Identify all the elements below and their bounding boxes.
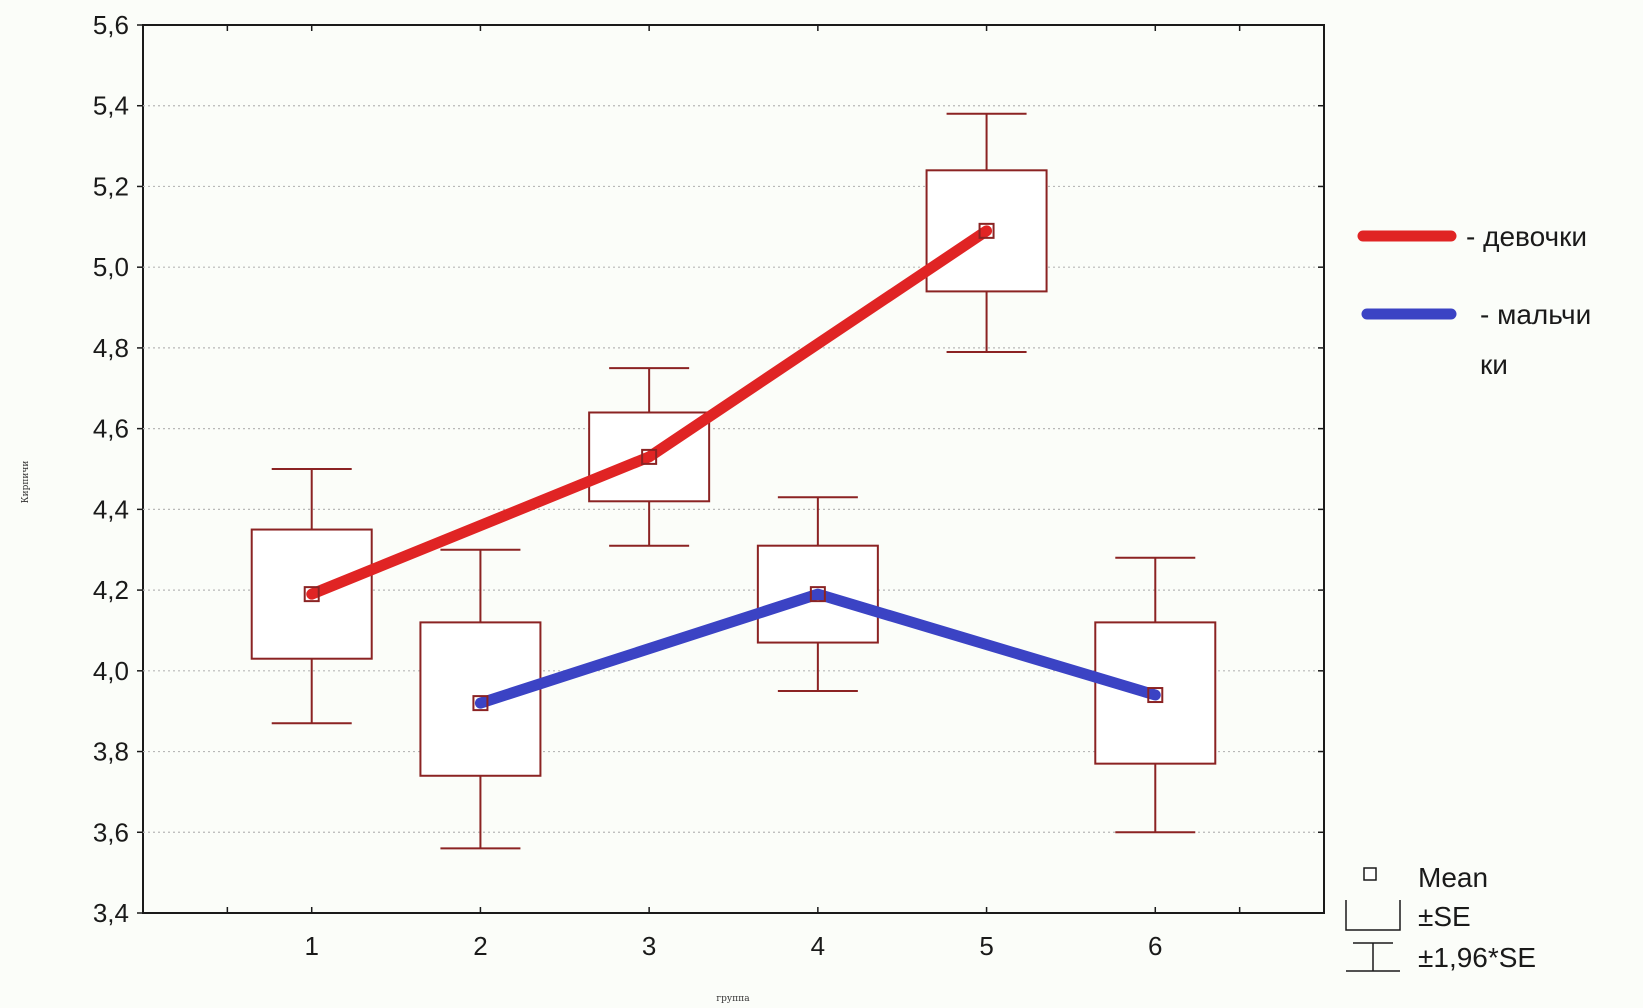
y-tick-label: 3,4 — [93, 898, 129, 928]
y-tick-label: 5,6 — [93, 10, 129, 40]
x-tick-label: 6 — [1148, 931, 1162, 961]
x-tick-label: 2 — [473, 931, 487, 961]
key-mean-label: Mean — [1418, 862, 1488, 893]
grid-lines — [143, 105, 1324, 833]
x-axis-title: группа — [716, 994, 750, 1004]
y-axis-title: Кирпичи — [21, 461, 31, 504]
mean-marker — [472, 695, 489, 712]
y-tick-label: 4,2 — [93, 575, 129, 605]
series-line — [474, 588, 1161, 709]
x-tick-label: 5 — [979, 931, 993, 961]
series-layer — [306, 225, 1161, 709]
mean-marker — [303, 586, 320, 603]
legend-label-мальчики-line2: ки — [1480, 349, 1508, 380]
y-tick-label: 4,4 — [93, 494, 129, 524]
x-axis-ticks: 1 2 3 4 5 6 — [226, 25, 1241, 961]
y-tick-label: 3,6 — [93, 817, 129, 847]
key-mean-marker — [1363, 867, 1377, 881]
series-legend: - девочки - мальчи ки — [1357, 221, 1591, 380]
y-axis-ticks: 3,4 3,6 3,8 4,0 4,2 4,4 4,6 4,8 5,0 5,2 5,4 5,6 — [93, 10, 1324, 928]
y-tick-label: 4,6 — [93, 414, 129, 444]
series-line — [306, 225, 993, 600]
mean-marker — [641, 448, 658, 465]
y-tick-label: 3,8 — [93, 737, 129, 767]
key-ci-marker — [1346, 942, 1400, 972]
mean-marker — [978, 222, 995, 239]
box-group — [250, 468, 373, 725]
mean-marker — [809, 586, 826, 603]
mean-marker — [1147, 687, 1164, 704]
y-tick-label: 5,0 — [93, 252, 129, 282]
y-tick-label: 4,8 — [93, 333, 129, 363]
legend-label-мальчики-line1: - мальчи — [1480, 299, 1591, 330]
key-ci-label: ±1,96*SE — [1418, 942, 1536, 973]
plot-frame — [142, 24, 1325, 914]
legend-label-девочки: - девочки — [1466, 221, 1587, 252]
y-tick-label: 5,4 — [93, 91, 129, 121]
y-tick-label: 4,0 — [93, 656, 129, 686]
key-se-marker — [1345, 900, 1401, 931]
y-tick-label: 5,2 — [93, 171, 129, 201]
key-se-label: ±SE — [1418, 901, 1471, 932]
x-tick-label: 4 — [811, 931, 825, 961]
boxes-layer — [250, 112, 1217, 850]
means-layer — [303, 222, 1164, 712]
box-group — [1094, 556, 1217, 834]
se-box — [1094, 621, 1217, 765]
x-tick-label: 3 — [642, 931, 656, 961]
x-tick-label: 1 — [304, 931, 318, 961]
statistic-key: Mean ±SE ±1,96*SE — [1345, 862, 1536, 973]
